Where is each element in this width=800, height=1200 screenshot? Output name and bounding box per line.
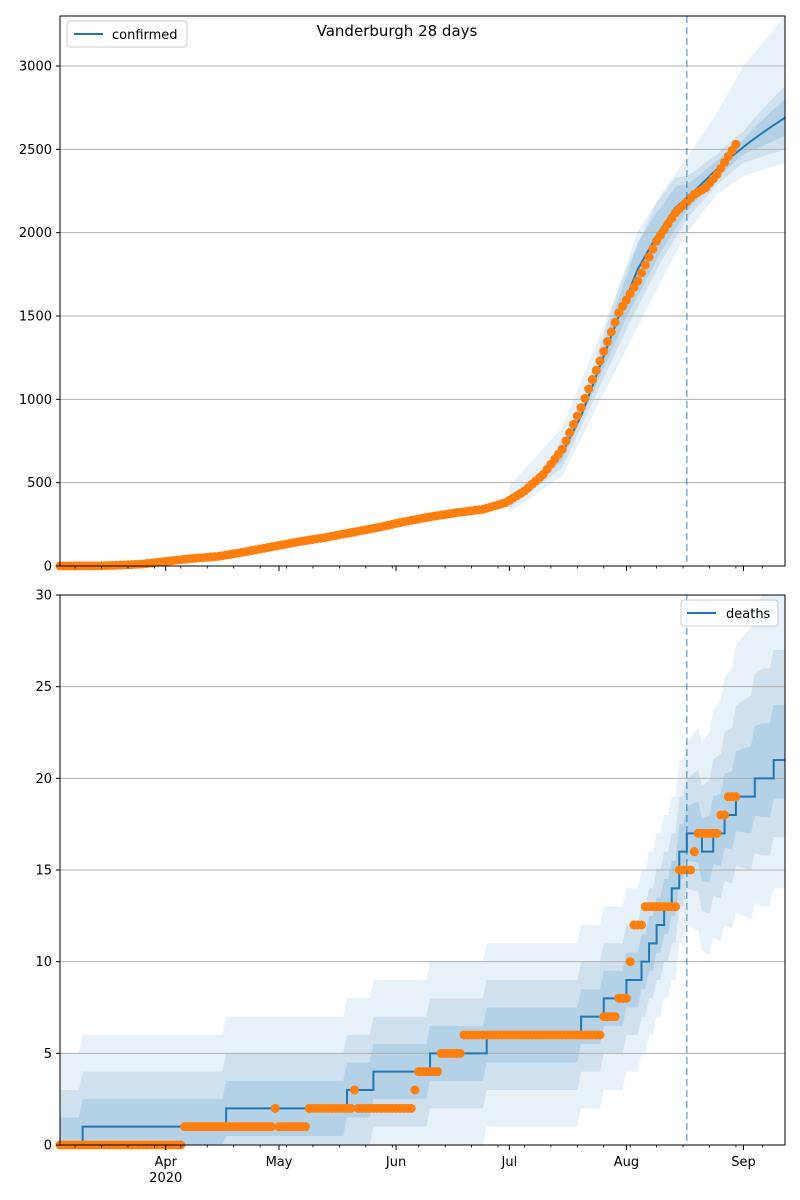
confirmed-legend: confirmed <box>66 20 188 48</box>
x-tick-sublabel: 2020 <box>149 1171 182 1186</box>
y-tick-label: 2500 <box>19 143 52 158</box>
observed-point <box>712 828 722 838</box>
axes-frame <box>59 15 786 567</box>
observed-point <box>270 1103 280 1113</box>
observed-point <box>720 810 730 820</box>
observed-point <box>689 847 699 857</box>
y-tick-label: 2000 <box>19 226 52 241</box>
observed-point <box>637 920 647 930</box>
x-tick-label: Apr <box>154 1155 177 1170</box>
y-tick-label: 1000 <box>19 393 52 408</box>
x-tick-label: Aug <box>614 1155 639 1170</box>
observed-point <box>350 1085 360 1095</box>
deaths-legend: deaths <box>680 599 779 627</box>
observed-point <box>621 993 631 1003</box>
observed-point <box>610 317 620 327</box>
observed-point <box>580 393 590 403</box>
observed-point <box>603 337 613 347</box>
observed-point <box>561 436 571 446</box>
x-tick-label: May <box>266 1155 293 1170</box>
observed-point <box>648 244 658 254</box>
observed-point <box>686 865 696 875</box>
observed-point <box>731 792 741 802</box>
observed-point <box>644 252 654 262</box>
y-tick-label: 30 <box>35 589 52 604</box>
observed-point <box>565 428 575 438</box>
y-tick-label: 15 <box>35 864 52 879</box>
observed-point <box>640 260 650 270</box>
y-tick-label: 1500 <box>19 310 52 325</box>
observed-point <box>410 1085 420 1095</box>
legend-label-confirmed: confirmed <box>112 28 178 43</box>
legend-label-deaths: deaths <box>726 607 771 622</box>
observed-point <box>300 1122 310 1132</box>
observed-point <box>266 1122 276 1132</box>
uncertainty-band <box>509 86 785 509</box>
observed-point <box>637 268 647 278</box>
confirmed-axes: 0 500 1000 1500 2000 2500 3000 <box>19 15 786 575</box>
x-tick-label: Jul <box>501 1155 518 1170</box>
observed-point <box>633 276 643 286</box>
observed-point <box>595 356 605 366</box>
y-tick-label: 25 <box>35 680 52 695</box>
observed-point <box>406 1103 416 1113</box>
observed-point <box>433 1067 443 1077</box>
confirmed-panel: 0 500 1000 1500 2000 2500 3000 Vanderburgh 28 … <box>19 15 786 575</box>
uncertainty-band <box>509 99 785 506</box>
y-tick-label: 5 <box>44 1047 52 1062</box>
axes-frame <box>59 594 786 1146</box>
observed-point <box>572 411 582 421</box>
observed-point <box>595 1030 605 1040</box>
y-tick-label: 0 <box>44 1139 52 1154</box>
observed-point <box>346 1103 356 1113</box>
observed-point <box>731 139 741 149</box>
y-tick-label: 10 <box>35 955 52 970</box>
confirmed-gridlines <box>60 65 785 484</box>
x-tick-label: Sep <box>731 1155 756 1170</box>
observed-point <box>557 444 567 454</box>
observed-point <box>599 346 609 356</box>
y-tick-label: 0 <box>44 560 52 575</box>
y-tick-label: 20 <box>35 772 52 787</box>
confirmed-observed-points <box>55 139 741 571</box>
deaths-gridlines <box>60 686 785 1054</box>
observed-point <box>576 403 586 413</box>
x-tick-label: Jun <box>385 1155 406 1170</box>
observed-point <box>625 957 635 967</box>
observed-point <box>610 1012 620 1022</box>
observed-point <box>587 375 597 385</box>
deaths-series <box>60 759 785 1146</box>
observed-point <box>591 365 601 375</box>
uncertainty-band <box>60 650 785 1145</box>
model-step-line <box>60 759 785 1146</box>
observed-point <box>670 902 680 912</box>
y-tick-label: 3000 <box>19 60 52 75</box>
observed-point <box>606 327 616 337</box>
observed-point <box>569 419 579 429</box>
y-tick-label: 500 <box>27 476 52 491</box>
observed-point <box>455 1048 465 1058</box>
chart-title: Vanderburgh 28 days <box>317 22 478 40</box>
observed-point <box>584 384 594 394</box>
uncertainty-band <box>60 705 785 1145</box>
